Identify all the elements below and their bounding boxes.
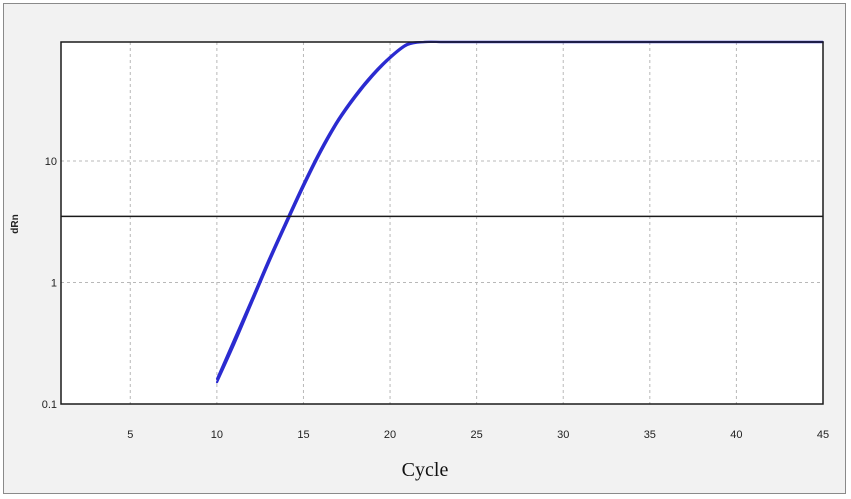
x-tick-label: 20 [384, 429, 396, 441]
data-point [250, 302, 253, 305]
y-tick-label: 10 [45, 156, 57, 168]
x-tick-label: 35 [644, 429, 656, 441]
x-tick-label: 15 [297, 429, 309, 441]
x-tick-label: 30 [557, 429, 569, 441]
x-tick-label: 10 [211, 429, 223, 441]
data-point [285, 223, 287, 226]
x-tick-label: 40 [730, 429, 742, 441]
data-point [216, 381, 218, 384]
y-tick-label: 1 [51, 278, 57, 290]
plot-border [60, 41, 824, 405]
grid-lines [61, 42, 823, 404]
data-point [233, 343, 235, 346]
x-tick-label: 25 [471, 429, 483, 441]
x-tick-label: 45 [817, 429, 829, 441]
data-point [354, 96, 357, 99]
plot-area [61, 42, 823, 404]
data-point [233, 338, 235, 341]
data-point [371, 75, 374, 77]
data-point [389, 57, 391, 60]
y-tick-labels: 0.1 1 10 [42, 156, 57, 411]
data-point [319, 151, 322, 154]
data-point [302, 186, 305, 188]
x-tick-labels: 5 10 15 20 25 30 35 40 45 [127, 429, 829, 441]
data-point [337, 121, 339, 123]
y-tick-label: 0.1 [42, 399, 57, 411]
x-tick-label: 5 [127, 429, 133, 441]
x-axis-label: Cycle [402, 459, 449, 481]
data-point [268, 262, 270, 264]
data-point [406, 44, 409, 46]
y-axis-label: dRn [10, 214, 21, 233]
